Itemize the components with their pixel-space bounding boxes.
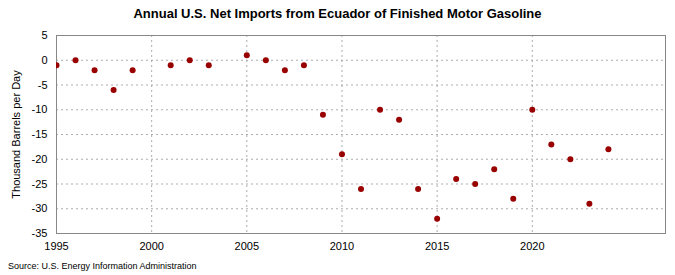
svg-text:-25: -25 xyxy=(32,178,48,190)
svg-text:-10: -10 xyxy=(32,103,48,115)
svg-text:2010: 2010 xyxy=(330,240,354,252)
svg-text:-20: -20 xyxy=(32,153,48,165)
svg-text:2005: 2005 xyxy=(235,240,259,252)
svg-text:1995: 1995 xyxy=(44,240,68,252)
svg-text:2015: 2015 xyxy=(425,240,449,252)
html-text:Annual U.S. Net Imports from E: Annual U.S. Net Imports from Ecuador of … xyxy=(133,6,542,21)
svg-text:2000: 2000 xyxy=(139,240,163,252)
svg-text:2020: 2020 xyxy=(520,240,544,252)
svg-text:-15: -15 xyxy=(32,128,48,140)
svg-text:Thousand Barrels per Day: Thousand Barrels per Day xyxy=(10,70,22,199)
svg-text:-5: -5 xyxy=(38,79,48,91)
svg-text:-35: -35 xyxy=(32,227,48,239)
svg-text:-30: -30 xyxy=(32,202,48,214)
svg-text:0: 0 xyxy=(41,54,47,66)
html-text:Source: U.S. Energy Informatio: Source: U.S. Energy Information Administ… xyxy=(8,261,197,271)
svg-text:5: 5 xyxy=(41,29,47,41)
